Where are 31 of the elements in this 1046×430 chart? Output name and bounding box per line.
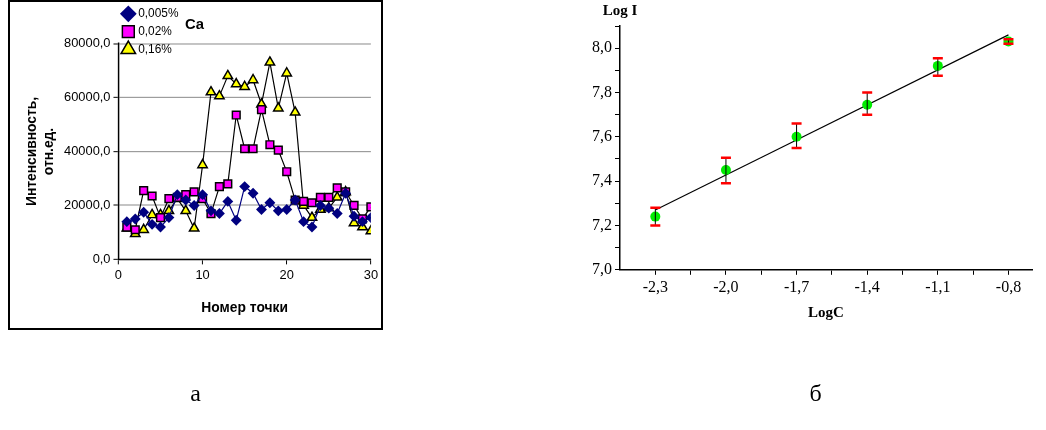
x-tick-label: 20 [279,266,294,282]
x-tick-label: -2,0 [713,277,739,295]
legend-label: 0,02% [138,23,173,38]
y-tick-label: 7,4 [592,171,612,189]
y-tick-label: 40000,0 [64,143,111,158]
y-tick-label: 7,0 [592,260,612,277]
y-tick-label: 0,0 [92,250,111,266]
x-axis-title: Номер точки [201,298,288,315]
text: б [808,380,823,407]
y-tick-label: 8,0 [592,38,612,56]
x-tick-label: -1,7 [783,277,810,295]
legend-label: 0,005% [138,6,179,21]
y-tick-label: 7,8 [592,82,612,100]
x-tick-label: -0,8 [995,277,1022,295]
y-tick-label: 80000,0 [64,35,111,51]
y-axis-title: Log I [602,2,638,19]
text: а [189,380,202,407]
x-tick-label: -1,4 [854,277,880,295]
y-tick-label: 60000,0 [64,89,111,105]
legend-label: 0,16% [138,41,173,56]
chart-title: Ca [185,15,205,32]
x-tick-label: 10 [195,266,210,282]
x-tick-label: -2,3 [642,277,668,295]
x-tick-label: 30 [363,266,379,282]
x-tick-label: 0 [114,266,122,282]
y-axis-title: Интенсивность, отн.ед. [22,96,56,207]
x-axis-title: LogC [808,303,844,320]
y-tick-label: 7,6 [592,127,612,145]
y-tick-label: 20000,0 [64,197,111,212]
x-tick-label: -1,1 [925,277,951,295]
y-tick-label: 7,2 [592,215,612,233]
